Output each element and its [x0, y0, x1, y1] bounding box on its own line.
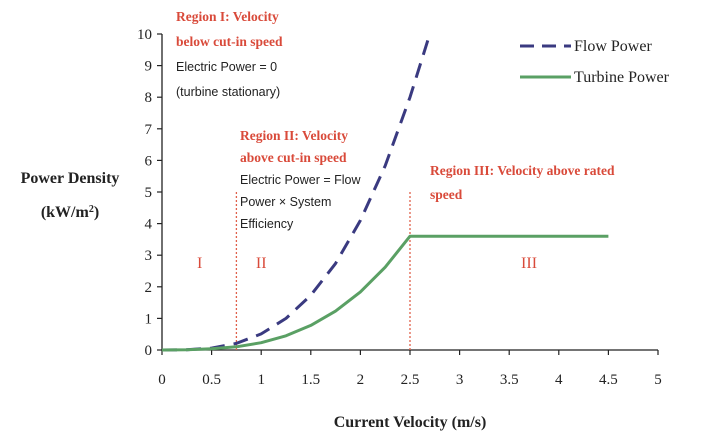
- y-tick-label: 1: [145, 311, 153, 327]
- y-tick-label: 4: [145, 217, 153, 233]
- flow-power-line: [161, 33, 432, 352]
- annotation-title-line: Region II: Velocity: [240, 128, 348, 143]
- y-tick-label: 6: [145, 153, 153, 169]
- annotation-region-3: Region III: Velocity above rated speed: [430, 163, 615, 202]
- y-axis-title-line2: (kW/m2): [41, 204, 99, 222]
- annotation-body-line: Efficiency: [240, 217, 294, 231]
- region-label: I: [197, 255, 202, 272]
- annotation-body-line: Power × System: [240, 195, 331, 209]
- y-axis-ticks: 0 1 2 3 4 5 6 7 8 9 10: [137, 27, 162, 359]
- annotation-title-line: below cut-in speed: [176, 34, 283, 49]
- legend: Flow Power Turbine Power: [520, 38, 670, 86]
- turbine-power-line: [161, 234, 609, 352]
- annotation-title-line: Region III: Velocity above rated: [430, 163, 615, 178]
- y-tick-label: 0: [145, 343, 153, 359]
- annotation-region-2: Region II: Velocity above cut-in speed Ele…: [240, 128, 361, 231]
- x-tick-label: 1: [257, 372, 265, 388]
- y-axis-title-line1: Power Density: [21, 170, 120, 187]
- x-tick-label: 3: [456, 372, 464, 388]
- annotation-title-line: Region I: Velocity: [176, 9, 279, 24]
- annotation-title-line: speed: [430, 187, 463, 202]
- y-tick-label: 3: [145, 248, 153, 264]
- x-tick-label: 4.5: [599, 372, 618, 388]
- region-labels: I II III: [197, 255, 537, 272]
- legend-label: Flow Power: [574, 38, 652, 55]
- y-tick-label: 8: [145, 90, 153, 106]
- annotation-body-line: Electric Power = Flow: [240, 173, 361, 187]
- y-tick-label: 10: [137, 27, 152, 43]
- x-tick-label: 0.5: [202, 372, 221, 388]
- y-tick-label: 9: [145, 59, 153, 75]
- legend-label: Turbine Power: [574, 69, 670, 86]
- x-tick-label: 3.5: [500, 372, 519, 388]
- annotation-title-line: above cut-in speed: [240, 150, 347, 165]
- y-tick-label: 2: [145, 280, 153, 296]
- y-axis-title: Power Density (kW/m2): [21, 170, 120, 221]
- annotation-body-line: (turbine stationary): [176, 85, 280, 99]
- series-lines: [161, 33, 609, 352]
- x-tick-label: 2: [357, 372, 365, 388]
- annotation-region-1: Region I: Velocity below cut-in speed Elec…: [176, 9, 283, 99]
- x-axis-title: Current Velocity (m/s): [334, 414, 487, 431]
- x-tick-label: 1.5: [301, 372, 320, 388]
- x-tick-label: 5: [654, 372, 662, 388]
- x-tick-label: 2.5: [401, 372, 420, 388]
- region-label: III: [521, 255, 537, 272]
- x-axis-ticks: 0 0.5 1 1.5 2 2.5 3 3.5 4 4.5 5: [158, 350, 662, 388]
- y-tick-label: 7: [145, 122, 153, 138]
- x-tick-label: 0: [158, 372, 166, 388]
- region-label: II: [256, 255, 267, 272]
- x-tick-label: 4: [555, 372, 563, 388]
- y-tick-label: 5: [145, 185, 153, 201]
- annotation-body-line: Electric Power = 0: [176, 60, 277, 74]
